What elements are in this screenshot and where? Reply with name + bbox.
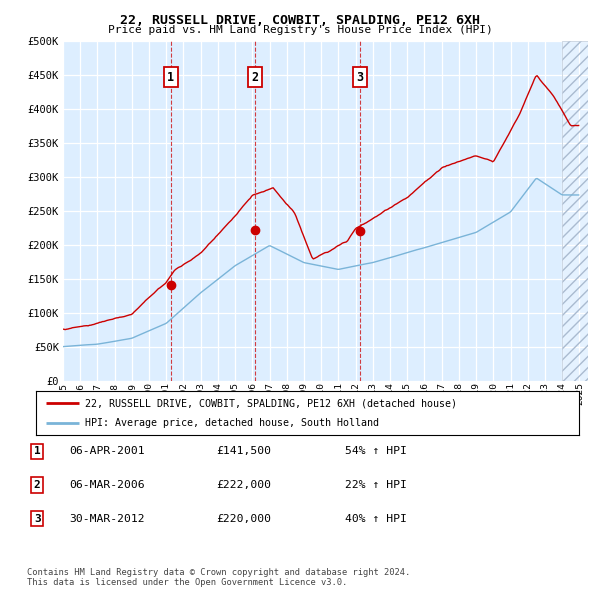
Text: Contains HM Land Registry data © Crown copyright and database right 2024.
This d: Contains HM Land Registry data © Crown c…: [27, 568, 410, 587]
Text: 30-MAR-2012: 30-MAR-2012: [69, 514, 145, 523]
Text: 3: 3: [356, 71, 364, 84]
Text: 54% ↑ HPI: 54% ↑ HPI: [345, 447, 407, 456]
Text: 22, RUSSELL DRIVE, COWBIT, SPALDING, PE12 6XH (detached house): 22, RUSSELL DRIVE, COWBIT, SPALDING, PE1…: [85, 398, 457, 408]
Text: 40% ↑ HPI: 40% ↑ HPI: [345, 514, 407, 523]
Text: 06-MAR-2006: 06-MAR-2006: [69, 480, 145, 490]
Text: 1: 1: [167, 71, 175, 84]
Text: HPI: Average price, detached house, South Holland: HPI: Average price, detached house, Sout…: [85, 418, 379, 428]
Text: £141,500: £141,500: [216, 447, 271, 456]
Text: 2: 2: [252, 71, 259, 84]
Text: Price paid vs. HM Land Registry's House Price Index (HPI): Price paid vs. HM Land Registry's House …: [107, 25, 493, 35]
Polygon shape: [562, 41, 588, 381]
Text: 06-APR-2001: 06-APR-2001: [69, 447, 145, 456]
Text: 1: 1: [34, 447, 41, 456]
Text: 2: 2: [34, 480, 41, 490]
Text: 22% ↑ HPI: 22% ↑ HPI: [345, 480, 407, 490]
Text: 3: 3: [34, 514, 41, 523]
Text: £220,000: £220,000: [216, 514, 271, 523]
Text: 22, RUSSELL DRIVE, COWBIT, SPALDING, PE12 6XH: 22, RUSSELL DRIVE, COWBIT, SPALDING, PE1…: [120, 14, 480, 27]
Text: £222,000: £222,000: [216, 480, 271, 490]
